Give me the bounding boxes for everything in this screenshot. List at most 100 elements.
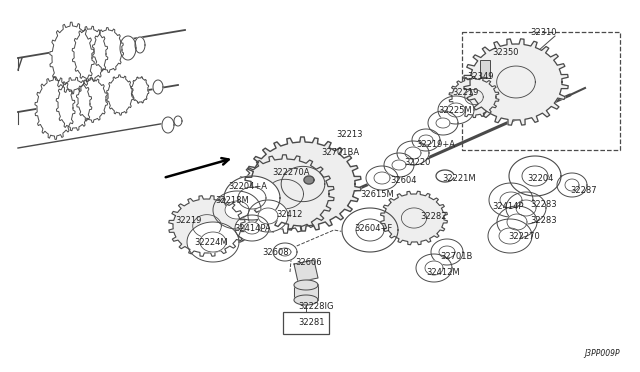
Text: 32204+A: 32204+A — [228, 182, 267, 191]
Polygon shape — [392, 160, 406, 170]
Polygon shape — [499, 228, 521, 244]
Polygon shape — [557, 173, 587, 197]
Polygon shape — [516, 200, 536, 216]
Polygon shape — [412, 129, 440, 151]
Polygon shape — [200, 232, 226, 252]
Text: 32608: 32608 — [262, 248, 289, 257]
Polygon shape — [213, 191, 261, 229]
Polygon shape — [497, 206, 537, 238]
Polygon shape — [279, 248, 291, 256]
Text: 32604+F: 32604+F — [354, 224, 392, 233]
Text: 32213: 32213 — [336, 130, 362, 139]
Polygon shape — [447, 103, 465, 117]
Text: 32604: 32604 — [390, 176, 417, 185]
Polygon shape — [153, 80, 163, 94]
Text: 32615M: 32615M — [360, 190, 394, 199]
Polygon shape — [428, 111, 458, 135]
Text: 32310: 32310 — [530, 28, 557, 37]
Bar — [480, 60, 490, 78]
Polygon shape — [374, 172, 390, 184]
Polygon shape — [439, 246, 455, 258]
Polygon shape — [304, 176, 314, 184]
Polygon shape — [245, 137, 361, 231]
Text: 32219: 32219 — [175, 216, 202, 225]
Text: 32287: 32287 — [570, 186, 596, 195]
Text: 32281: 32281 — [298, 318, 324, 327]
Polygon shape — [464, 39, 568, 125]
Text: 32283: 32283 — [530, 200, 557, 209]
Polygon shape — [258, 208, 278, 224]
Polygon shape — [381, 191, 447, 245]
Text: 32220: 32220 — [404, 158, 430, 167]
Polygon shape — [72, 26, 108, 82]
Polygon shape — [224, 176, 280, 220]
Text: 32218M: 32218M — [215, 196, 249, 205]
Text: 32228IG: 32228IG — [298, 302, 333, 311]
Text: 32283: 32283 — [530, 216, 557, 225]
Polygon shape — [56, 77, 92, 131]
Polygon shape — [294, 295, 318, 305]
Polygon shape — [436, 118, 450, 128]
Text: 322270: 322270 — [508, 232, 540, 241]
Text: 32349: 32349 — [467, 72, 493, 81]
Polygon shape — [366, 166, 398, 190]
Polygon shape — [238, 187, 266, 209]
Text: 32412: 32412 — [276, 210, 302, 219]
Polygon shape — [294, 285, 318, 300]
Text: 32350: 32350 — [492, 48, 518, 57]
Bar — [283, 312, 329, 334]
Text: 32225M: 32225M — [438, 106, 472, 115]
Polygon shape — [235, 215, 269, 241]
Text: 32412M: 32412M — [426, 268, 460, 277]
Polygon shape — [488, 219, 532, 253]
Text: 32414P: 32414P — [492, 202, 524, 211]
Polygon shape — [522, 166, 548, 186]
Polygon shape — [405, 147, 421, 159]
Text: 32219+A: 32219+A — [416, 140, 455, 149]
Polygon shape — [50, 22, 94, 94]
Text: 32282: 32282 — [420, 212, 447, 221]
Polygon shape — [174, 116, 182, 126]
Polygon shape — [500, 192, 522, 208]
Text: 32606: 32606 — [295, 258, 322, 267]
Polygon shape — [506, 192, 546, 224]
Polygon shape — [419, 135, 433, 145]
Polygon shape — [356, 219, 384, 241]
Polygon shape — [76, 78, 108, 122]
Polygon shape — [384, 153, 414, 177]
Polygon shape — [509, 156, 561, 196]
Text: 32204: 32204 — [527, 174, 554, 183]
Polygon shape — [169, 196, 245, 256]
Text: 32701B: 32701B — [440, 252, 472, 261]
Polygon shape — [236, 155, 334, 233]
Polygon shape — [294, 260, 318, 282]
Polygon shape — [565, 179, 579, 191]
Text: 32219: 32219 — [452, 88, 478, 97]
Polygon shape — [273, 243, 297, 261]
Polygon shape — [342, 208, 398, 252]
Polygon shape — [92, 28, 124, 73]
Polygon shape — [431, 239, 463, 265]
Polygon shape — [438, 96, 474, 124]
Text: 32221M: 32221M — [442, 174, 476, 183]
Polygon shape — [294, 280, 318, 290]
Polygon shape — [397, 141, 429, 165]
Polygon shape — [225, 201, 249, 219]
Text: 32224M: 32224M — [194, 238, 228, 247]
Polygon shape — [507, 214, 527, 230]
Polygon shape — [131, 77, 149, 103]
Text: 322270A: 322270A — [272, 168, 310, 177]
Polygon shape — [107, 75, 133, 115]
Text: 32701BA: 32701BA — [321, 148, 359, 157]
Text: J3PP009P: J3PP009P — [584, 349, 620, 358]
Polygon shape — [162, 117, 174, 133]
Polygon shape — [244, 222, 260, 234]
Polygon shape — [425, 261, 443, 275]
Polygon shape — [449, 77, 499, 118]
Polygon shape — [120, 36, 136, 60]
Polygon shape — [35, 77, 75, 140]
Polygon shape — [489, 183, 533, 217]
Polygon shape — [187, 222, 239, 262]
Text: 32414PA: 32414PA — [234, 224, 271, 233]
Polygon shape — [135, 37, 145, 53]
